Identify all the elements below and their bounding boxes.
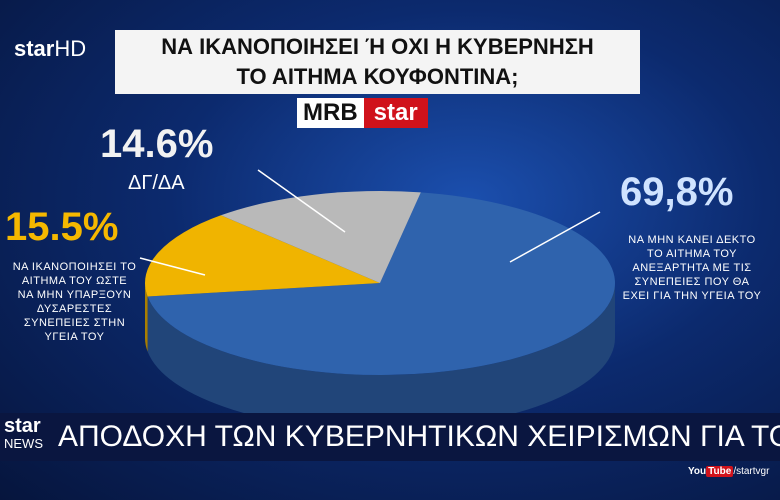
pie-slice bbox=[145, 215, 380, 297]
pie-side bbox=[145, 283, 148, 352]
value-label: 14.6% bbox=[100, 122, 214, 166]
logo-star: star bbox=[14, 36, 55, 61]
ticker-text: ΑΠΟΔΟΧΗ ΤΩΝ ΚΥΒΕΡΝΗΤΙΚΩΝ ΧΕΙΡΙΣΜΩΝ ΓΙΑ Τ… bbox=[58, 420, 780, 453]
news-logo: star NEWS bbox=[4, 415, 43, 453]
news-star: star bbox=[4, 415, 41, 437]
pie-slice bbox=[220, 191, 421, 283]
title-line: ΝΑ ΙΚΑΝΟΠΟΙΗΣΕΙ Ή ΟΧΙ Η ΚΥΒΕΡΝΗΣΗ bbox=[161, 34, 594, 59]
pollster-logo: MRB star bbox=[297, 98, 428, 128]
value-label: 15.5% bbox=[5, 205, 119, 249]
category-label: ΔΓ/ΔΑ bbox=[128, 172, 185, 194]
leader-line bbox=[139, 257, 206, 276]
title-box: ΝΑ ΙΚΑΝΟΠΟΙΗΣΕΙ Ή ΟΧΙ Η ΚΥΒΕΡΝΗΣΗ ΤΟ ΑΙΤ… bbox=[115, 30, 640, 94]
mrb: MRB bbox=[297, 98, 364, 128]
leader-line bbox=[509, 211, 601, 263]
pie-slice bbox=[147, 192, 615, 375]
yt-tube: Tube bbox=[706, 466, 734, 477]
value-label: 69,8% bbox=[620, 170, 734, 214]
leader-line bbox=[257, 169, 346, 233]
category-label: ΝΑ ΜΗΝ ΚΑΝΕΙ ΔΕΚΤΟ ΤΟ ΑΙΤΗΜΑ ΤΟΥ ΑΝΕΞΑΡΤ… bbox=[622, 234, 762, 302]
star: star bbox=[363, 98, 428, 128]
yt-handle: /startvgr bbox=[733, 466, 770, 477]
title-line: ΤΟ ΑΙΤΗΜΑ ΚΟΥΦΟΝΤΙΝΑ; bbox=[236, 64, 519, 89]
youtube: You Tube/startvgr bbox=[688, 466, 769, 477]
ticker-bar: star NEWS ΑΠΟΔΟΧΗ ΤΩΝ ΚΥΒΕΡΝΗΤΙΚΩΝ ΧΕΙΡΙ… bbox=[0, 413, 780, 461]
yt-you: You bbox=[688, 466, 707, 477]
pie-side bbox=[147, 283, 615, 430]
category-label: ΝΑ ΙΚΑΝΟΠΟΙΗΣΕΙ ΤΟ ΑΙΤΗΜΑ ΤΟΥ ΩΣΤΕ ΝΑ ΜΗ… bbox=[12, 261, 137, 343]
logo-hd: HD bbox=[54, 36, 87, 61]
news-text: NEWS bbox=[4, 436, 43, 451]
channel-logo: starHD bbox=[14, 36, 86, 62]
